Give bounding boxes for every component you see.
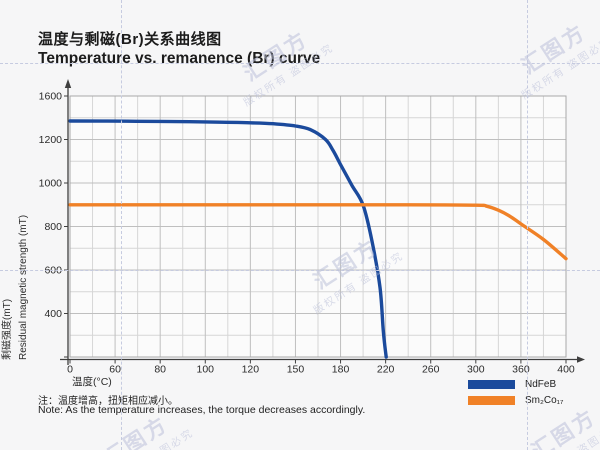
- page-title-zh: 温度与剩磁(Br)关系曲线图: [38, 31, 222, 48]
- y-tick-label: 1600: [39, 91, 63, 103]
- legend-item-sm2co17: Sm₂Co₁₇: [468, 394, 563, 406]
- y-tick-label: 1000: [39, 178, 63, 190]
- x-axis-arrow: [577, 356, 585, 363]
- x-tick-label: 180: [332, 364, 350, 376]
- x-tick-label: 260: [422, 364, 440, 376]
- x-tick-label: 360: [512, 364, 530, 376]
- x-tick-label: 220: [377, 364, 395, 376]
- note-en: Note: As the temperature increases, the …: [38, 404, 366, 416]
- x-tick-label: 120: [242, 364, 260, 376]
- x-tick-label: 0: [67, 364, 73, 376]
- x-tick-label: 80: [154, 364, 166, 376]
- x-tick-label: 100: [197, 364, 215, 376]
- note-zh: 注：温度增高，扭矩相应减小。: [38, 396, 178, 407]
- legend-label-sm2co17: Sm₂Co₁₇: [525, 394, 564, 406]
- x-axis-title: 温度(°C): [72, 376, 112, 388]
- series-line-smco: [68, 203, 568, 261]
- legend: NdFeB Sm₂Co₁₇: [468, 378, 563, 410]
- x-tick-label: 300: [467, 364, 485, 376]
- x-tick-label: 400: [557, 364, 575, 376]
- page-title-en: Temperature vs. remanence (Br) curve: [38, 50, 321, 67]
- x-tick-label: 60: [109, 364, 121, 376]
- legend-swatch-ndfeb: [468, 379, 515, 389]
- y-tick-label: 600: [44, 265, 62, 277]
- y-tick-label: 1200: [39, 134, 63, 146]
- legend-swatch-sm2co17: [468, 395, 515, 405]
- legend-label-ndfeb: NdFeB: [525, 378, 557, 390]
- y-tick-label: 800: [44, 221, 62, 233]
- x-tick-label: 150: [287, 364, 305, 376]
- y-axis-arrow: [64, 79, 72, 88]
- plot-border: [69, 95, 567, 358]
- series-line-ndfeb: [68, 119, 388, 359]
- legend-item-ndfeb: NdFeB: [468, 378, 563, 390]
- y-tick-label: 400: [44, 308, 62, 320]
